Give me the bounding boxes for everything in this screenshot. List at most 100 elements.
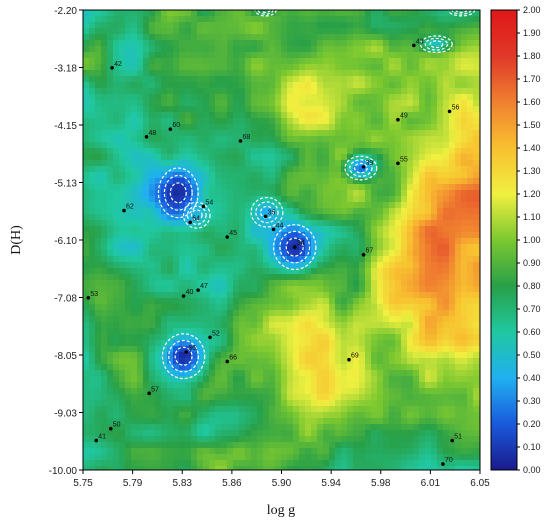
heat-cell [281, 304, 288, 311]
heat-cell [473, 166, 480, 173]
heat-cell [293, 10, 300, 17]
heat-cell [95, 160, 102, 167]
heat-cell [317, 394, 324, 401]
heat-cell [401, 376, 408, 383]
heat-cell [113, 154, 120, 161]
heat-cell [119, 298, 126, 305]
heat-cell [455, 124, 462, 131]
heat-cell [185, 382, 192, 389]
heat-cell [287, 286, 294, 293]
heat-cell [191, 214, 198, 221]
heat-cell [299, 286, 306, 293]
heat-cell [269, 418, 276, 425]
heat-cell [119, 118, 126, 125]
heat-cell [143, 172, 150, 179]
heat-cell [407, 166, 414, 173]
heat-cell [407, 130, 414, 137]
heat-cell [95, 436, 102, 443]
heat-cell [113, 316, 120, 323]
heat-cell [401, 406, 408, 413]
heat-cell [179, 430, 186, 437]
heat-cell [413, 322, 420, 329]
heat-cell [443, 442, 450, 449]
heat-cell [281, 322, 288, 329]
heat-cell [335, 40, 342, 47]
heat-cell [401, 226, 408, 233]
heat-cell [383, 202, 390, 209]
heat-cell [419, 376, 426, 383]
heat-cell [179, 130, 186, 137]
heat-cell [173, 364, 180, 371]
heat-cell [335, 436, 342, 443]
heat-cell [107, 238, 114, 245]
heat-cell [389, 16, 396, 23]
heat-cell [311, 328, 318, 335]
heat-cell [197, 400, 204, 407]
heat-cell [83, 208, 90, 215]
heat-cell [107, 214, 114, 221]
heat-cell [359, 22, 366, 29]
heat-cell [311, 316, 318, 323]
heat-cell [305, 448, 312, 455]
heat-cell [113, 214, 120, 221]
heat-cell [347, 376, 354, 383]
heat-cell [161, 286, 168, 293]
heat-cell [221, 40, 228, 47]
heat-cell [437, 304, 444, 311]
heat-cell [353, 352, 360, 359]
heat-cell [101, 406, 108, 413]
heat-cell [173, 340, 180, 347]
heat-cell [173, 250, 180, 257]
heat-cell [419, 214, 426, 221]
heat-cell [305, 334, 312, 341]
heat-cell [245, 310, 252, 317]
heat-cell [125, 304, 132, 311]
heat-cell [95, 184, 102, 191]
heat-cell [131, 106, 138, 113]
heat-cell [287, 100, 294, 107]
heat-cell [119, 106, 126, 113]
heat-cell [347, 10, 354, 17]
heat-cell [395, 88, 402, 95]
heat-cell [161, 10, 168, 17]
heat-cell [83, 418, 90, 425]
heat-cell [341, 214, 348, 221]
heat-cell [221, 304, 228, 311]
heat-cell [467, 370, 474, 377]
heat-cell [371, 52, 378, 59]
heat-cell [455, 232, 462, 239]
heat-cell [191, 250, 198, 257]
heat-cell [443, 10, 450, 17]
heat-cell [293, 76, 300, 83]
heat-cell [359, 70, 366, 77]
heat-cell [155, 154, 162, 161]
heat-cell [251, 286, 258, 293]
heat-cell [287, 454, 294, 461]
heat-cell [119, 304, 126, 311]
heat-cell [323, 34, 330, 41]
heat-cell [329, 358, 336, 365]
heat-cell [269, 394, 276, 401]
heat-cell [317, 142, 324, 149]
heat-cell [389, 154, 396, 161]
heat-cell [287, 172, 294, 179]
heat-cell [227, 322, 234, 329]
heat-cell [83, 274, 90, 281]
heat-cell [347, 58, 354, 65]
heat-cell [287, 208, 294, 215]
heat-cell [257, 100, 264, 107]
heat-cell [119, 268, 126, 275]
heat-cell [329, 148, 336, 155]
heat-cell [107, 436, 114, 443]
heat-cell [209, 262, 216, 269]
heat-cell [143, 154, 150, 161]
heat-cell [233, 442, 240, 449]
heat-cell [443, 292, 450, 299]
heat-cell [143, 256, 150, 263]
heat-cell [83, 88, 90, 95]
heat-cell [251, 100, 258, 107]
heat-cell [305, 52, 312, 59]
heat-cell [455, 238, 462, 245]
heat-cell [383, 10, 390, 17]
heat-cell [329, 160, 336, 167]
